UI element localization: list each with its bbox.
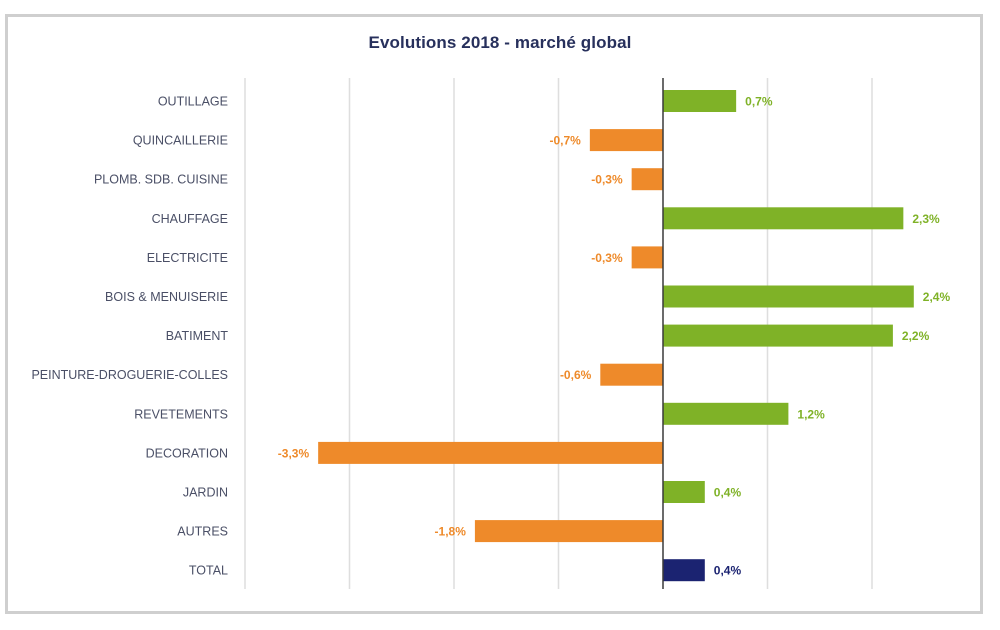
category-label: CHAUFFAGE [152,212,228,226]
chart-frame [5,14,983,614]
category-label: TOTAL [189,564,228,578]
data-label: 0,7% [745,95,773,109]
category-label: BATIMENT [166,329,229,343]
data-label: 2,2% [902,329,930,343]
bar [663,559,705,582]
bar [631,168,663,191]
data-label: 0,4% [714,564,742,578]
value-labels: 0,7% -0,7% -0,3% 2,3% -0,3% 2,4% 2,2% -0,6% 1,2%… [278,95,951,578]
bar [663,207,904,230]
bar [589,129,663,152]
bar [663,402,789,425]
bar [474,520,663,543]
category-label: PLOMB. SDB. CUISINE [94,173,228,187]
data-label: 1,2% [797,407,825,421]
category-label: OUTILLAGE [158,95,228,109]
category-label: AUTRES [177,525,228,539]
bars [318,90,914,582]
bar [631,246,663,269]
data-label: -1,8% [435,525,467,539]
category-label: JARDIN [183,486,228,500]
bar [663,324,893,347]
category-label: BOIS & MENUISERIE [105,290,228,304]
category-label: PEINTURE-DROGUERIE-COLLES [31,368,228,382]
category-label: DECORATION [146,446,228,460]
data-label: 2,4% [923,290,951,304]
data-label: 0,4% [714,486,742,500]
bar [663,90,737,112]
bar [600,363,663,386]
category-label: ELECTRICITE [147,251,228,265]
data-label: -0,6% [560,368,592,382]
data-label: -0,7% [549,134,581,148]
bar [663,285,914,308]
category-labels: OUTILLAGE QUINCAILLERIE PLOMB. SDB. CUISIN… [31,95,228,578]
data-label: -3,3% [278,446,310,460]
bar [318,441,663,464]
data-label: 2,3% [912,212,940,226]
bar [663,481,705,503]
data-label: -0,3% [591,251,623,265]
data-label: -0,3% [591,173,623,187]
chart-title: Evolutions 2018 - marché global [368,33,632,52]
category-label: QUINCAILLERIE [133,134,228,148]
category-label: REVETEMENTS [134,407,228,421]
